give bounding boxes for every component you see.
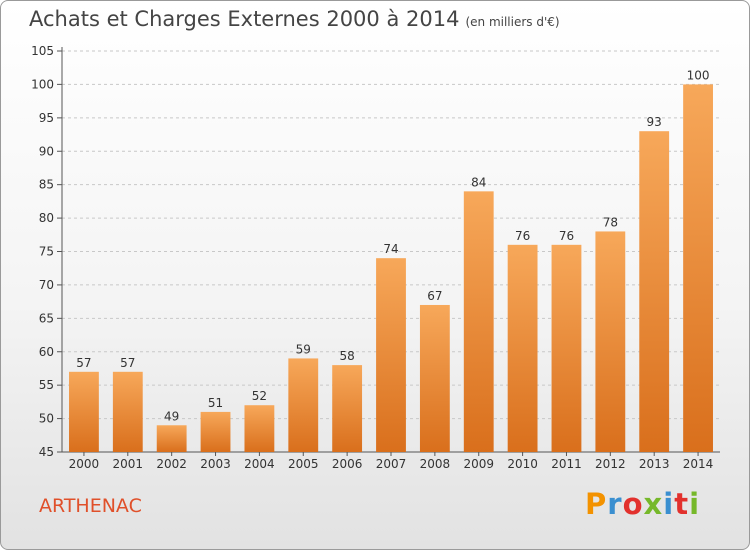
bar-2007	[376, 258, 406, 452]
value-label: 78	[603, 215, 618, 229]
value-label: 57	[120, 356, 135, 370]
bar-2014	[683, 84, 713, 453]
x-tick-label: 2004	[244, 457, 275, 471]
y-tick-label: 80	[39, 211, 54, 225]
logo-letter: o	[622, 487, 644, 521]
x-tick-label: 2003	[200, 457, 231, 471]
title-text: Achats et Charges Externes 2000 à 2014	[29, 7, 460, 31]
bar-2004	[244, 405, 275, 452]
bar-2001	[112, 371, 143, 452]
value-label: 59	[296, 342, 311, 356]
value-label: 100	[687, 68, 710, 82]
y-tick-label: 95	[39, 111, 54, 125]
logo-letter: r	[607, 487, 623, 521]
value-label: 84	[471, 175, 486, 189]
x-tick-label: 2012	[595, 457, 626, 471]
value-label: 76	[559, 229, 574, 243]
bar-2002	[156, 425, 187, 452]
x-tick-label: 2007	[376, 457, 407, 471]
y-tick-label: 100	[31, 77, 54, 91]
y-tick-label: 65	[39, 311, 54, 325]
y-tick-label: 60	[39, 345, 54, 359]
value-label: 67	[427, 289, 442, 303]
bar-2006	[332, 365, 363, 452]
value-label: 57	[76, 356, 91, 370]
x-tick-label: 2009	[463, 457, 494, 471]
value-label: 76	[515, 229, 530, 243]
x-tick-label: 2006	[332, 457, 363, 471]
logo-letter: i	[689, 487, 701, 521]
y-tick-label: 90	[39, 144, 54, 158]
bar-2013	[639, 131, 670, 452]
x-tick-label: 2011	[551, 457, 582, 471]
x-tick-label: 2000	[69, 457, 100, 471]
bar-2010	[507, 244, 538, 452]
y-tick-label: 55	[39, 378, 54, 392]
logo-letter: P	[585, 487, 608, 521]
chart-subtitle: (en milliers d'€)	[465, 15, 560, 29]
bar-2012	[595, 231, 626, 452]
y-tick-label: 70	[39, 278, 54, 292]
bar-2011	[551, 244, 582, 452]
logo-letter: x	[643, 487, 664, 521]
bar-2008	[419, 304, 450, 452]
bar-2005	[288, 358, 319, 452]
x-tick-label: 2014	[683, 457, 714, 471]
value-label: 49	[164, 409, 179, 423]
y-tick-label: 105	[31, 44, 54, 58]
x-tick-label: 2002	[156, 457, 187, 471]
logo-letter: i	[663, 487, 675, 521]
y-tick-label: 45	[39, 445, 54, 459]
value-label: 93	[647, 115, 662, 129]
bar-2009	[463, 191, 494, 452]
x-tick-label: 2010	[507, 457, 538, 471]
x-tick-label: 2001	[113, 457, 144, 471]
bars	[69, 84, 713, 453]
logo-letter: t	[674, 487, 690, 521]
bar-2000	[69, 371, 99, 452]
y-tick-label: 85	[39, 178, 54, 192]
x-tick-label: 2013	[639, 457, 670, 471]
labels: 57 2000 57 2001 49 2002 51 2003 52 2004 59 2005 58 20…	[69, 68, 714, 471]
y-tick-label: 50	[39, 412, 54, 426]
chart-title: Achats et Charges Externes 2000 à 2014 (e…	[29, 7, 560, 31]
place-name: ARTHENAC	[39, 495, 142, 517]
proxiti-logo: Proxiti	[585, 487, 700, 521]
x-tick-label: 2005	[288, 457, 319, 471]
y-tick-label: 75	[39, 245, 54, 259]
value-label: 52	[252, 389, 267, 403]
value-label: 74	[383, 242, 398, 256]
value-label: 51	[208, 396, 223, 410]
x-tick-label: 2008	[420, 457, 451, 471]
bar-2003	[200, 411, 231, 452]
value-label: 58	[339, 349, 354, 363]
